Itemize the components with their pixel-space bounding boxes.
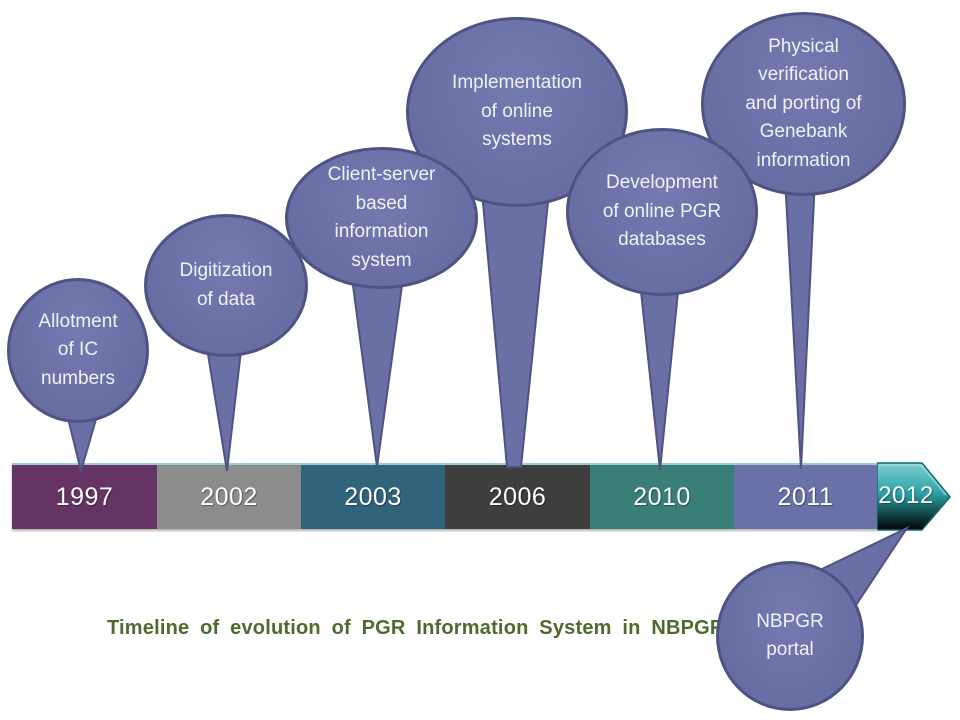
callout-tail-2010 [638, 281, 681, 471]
timeline-segment-2003: 2003 [301, 465, 445, 529]
timeline-bar: 1997 2002 2003 2006 2010 2011 [12, 463, 877, 529]
callout-digitization-of-data: Digitization of data [144, 214, 308, 357]
callout-label: NBPGR portal [756, 610, 824, 661]
callout-tail-2011 [783, 177, 817, 470]
callout-label: Implementation of online systems [452, 72, 582, 151]
callout-tail-2002 [204, 341, 244, 472]
callout-nbpgr-portal: NBPGR portal [716, 561, 864, 711]
callout-label: Client-server based information system [327, 164, 436, 271]
callout-physical-verification: Physical verification and porting of Gen… [701, 12, 906, 196]
callout-tail-2006 [480, 191, 551, 468]
callout-label: Digitization of data [179, 260, 273, 310]
year-label-2011: 2011 [777, 482, 834, 511]
year-label-2002: 2002 [200, 482, 258, 511]
year-label-2010: 2010 [633, 482, 691, 511]
timeline-segment-2011: 2011 [734, 465, 877, 529]
arrow-polygon [876, 462, 951, 531]
right-arrow-shape [876, 462, 951, 531]
callout-tail-2003 [350, 277, 405, 468]
callout-development-online-pgr-databases: Development of online PGR databases [566, 128, 758, 296]
year-label-2003: 2003 [344, 482, 402, 511]
year-label-2006: 2006 [488, 482, 547, 511]
arrow-highlight [879, 464, 947, 496]
callout-label: Physical verification and porting of Gen… [745, 35, 862, 171]
year-label-2012-wrap: 2012 [877, 463, 935, 529]
timeline-segment-1997: 1997 [12, 465, 157, 529]
callout-label: Allotment of IC numbers [38, 310, 118, 389]
callout-client-server-system: Client-server based information system [285, 147, 478, 289]
year-label-2012: 2012 [878, 482, 934, 509]
timeline-segment-2006: 2006 [445, 465, 590, 529]
timeline-segment-2012-arrow [876, 457, 957, 537]
callout-allotment-ic-numbers: Allotment of IC numbers [7, 278, 149, 423]
diagram-caption: Timeline of evolution of PGR Information… [107, 617, 725, 639]
timeline-segment-2010: 2010 [590, 465, 734, 529]
callout-label: Development of online PGR databases [602, 172, 722, 251]
timeline-segment-2002: 2002 [157, 465, 301, 529]
year-label-1997: 1997 [55, 482, 114, 511]
